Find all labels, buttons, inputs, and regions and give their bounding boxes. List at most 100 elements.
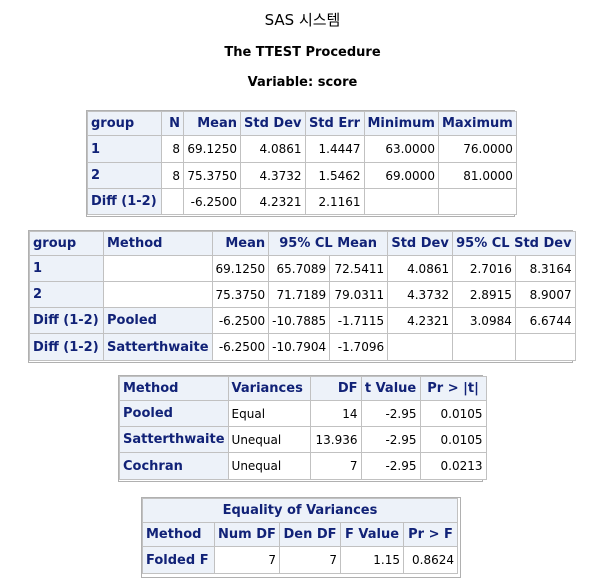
table-cell: 2.7016: [452, 255, 516, 282]
table-cell: 3.0984: [452, 307, 516, 334]
table-cell: [514, 333, 576, 361]
column-header: Pr > |t|: [419, 376, 487, 401]
table-cell: Unequal: [227, 452, 311, 480]
row-header: Diff (1-2): [29, 333, 104, 361]
column-header: Variances: [227, 376, 311, 401]
table-cell: 13.936: [309, 426, 362, 453]
page-title: SAS 시스템: [264, 11, 341, 29]
table-row: 1 69.1250 65.7089 72.5411 4.0861 2.7016 …: [29, 255, 576, 282]
column-header: 95% CL Mean: [268, 231, 389, 256]
table-cell: 6.6744: [514, 307, 576, 334]
table-cell: 72.5411: [329, 255, 389, 282]
column-header: Maximum: [437, 111, 517, 136]
table-cell: 4.3732: [387, 281, 454, 308]
table-row: Diff (1-2) -6.2500 4.2321 2.1161: [87, 188, 517, 215]
table-cell: 1.5462: [304, 162, 365, 189]
table-cell: [363, 188, 439, 215]
table-header-row: group Method Mean 95% CL Mean Std Dev 95…: [29, 231, 576, 256]
table-cell: 7: [214, 546, 280, 574]
table-cell: 4.0861: [240, 135, 306, 163]
table-cell: 63.0000: [363, 135, 439, 163]
table-row: Satterthwaite Unequal 13.936 -2.95 0.010…: [119, 426, 487, 453]
table-row: 2 75.3750 71.7189 79.0311 4.3732 2.8915 …: [29, 281, 576, 308]
table-cell: 4.0861: [387, 255, 454, 282]
table-cell: -10.7904: [268, 333, 331, 361]
table-row: 2 8 75.3750 4.3732 1.5462 69.0000 81.000…: [87, 162, 517, 189]
procedure-title: The TTEST Procedure: [224, 45, 381, 60]
table-cell: 4.2321: [387, 307, 454, 334]
column-header: Method: [142, 522, 215, 547]
row-header: Pooled: [103, 307, 213, 334]
table-cell: [437, 188, 517, 215]
table-cell: 4.2321: [240, 188, 306, 215]
column-header: Mean: [211, 231, 270, 256]
table-cell: -1.7096: [329, 333, 389, 361]
table-cell: 7: [309, 452, 362, 480]
row-header: 2: [29, 281, 104, 308]
table-cell: 69.1250: [183, 135, 241, 163]
table-cell: 2.8915: [452, 281, 516, 308]
column-header: group: [87, 111, 162, 136]
column-header: Pr > F: [403, 522, 458, 547]
column-header: 95% CL Std Dev: [452, 231, 576, 256]
row-header: Folded F: [142, 546, 215, 574]
table-cell: 2.1161: [304, 188, 365, 215]
column-header: Den DF: [279, 522, 341, 547]
table-row: Cochran Unequal 7 -2.95 0.0213: [119, 452, 487, 480]
table-cell: 71.7189: [268, 281, 331, 308]
table-cell: 14: [309, 400, 362, 427]
table-cell: 69.1250: [211, 255, 270, 282]
table-cell: -2.95: [360, 426, 421, 453]
table-cell: -6.2500: [211, 307, 270, 334]
table-header-row: Method Num DF Den DF F Value Pr > F: [142, 522, 458, 547]
table-cell: Unequal: [227, 426, 311, 453]
table-caption-row: Equality of Variances: [142, 498, 458, 523]
table-cell: 75.3750: [183, 162, 241, 189]
column-header: Method: [103, 231, 213, 256]
table-row: Diff (1-2) Satterthwaite -6.2500 -10.790…: [29, 333, 576, 361]
table-cell: 8: [161, 135, 184, 163]
variable-title: Variable: score: [247, 75, 358, 90]
table-row: 1 8 69.1250 4.0861 1.4447 63.0000 76.000…: [87, 135, 517, 163]
table-cell: [452, 333, 516, 361]
column-header: Mean: [183, 111, 241, 136]
table-cell: 4.3732: [240, 162, 306, 189]
row-header: 2: [87, 162, 162, 189]
table-cell: [387, 333, 454, 361]
column-header: Method: [119, 376, 229, 401]
column-header: group: [29, 231, 104, 256]
table-cell: 8.9007: [514, 281, 576, 308]
table-cell: 0.0213: [419, 452, 487, 480]
table-cell: 8.3164: [514, 255, 576, 282]
table-cell: 0.8624: [403, 546, 458, 574]
table-cell: 8: [161, 162, 184, 189]
table-cell: -10.7885: [268, 307, 331, 334]
table-cell: 75.3750: [211, 281, 270, 308]
table-cell: [161, 188, 184, 215]
row-header: Cochran: [119, 452, 229, 480]
table-cell: -2.95: [360, 452, 421, 480]
table-cell: 76.0000: [437, 135, 517, 163]
table-cell: 1.15: [340, 546, 404, 574]
statistics-table: group N Mean Std Dev Std Err Minimum Max…: [87, 111, 517, 215]
row-header: Diff (1-2): [87, 188, 162, 215]
column-header: Num DF: [214, 522, 280, 547]
table-caption: Equality of Variances: [142, 498, 458, 523]
ttest-table: Method Variances DF t Value Pr > |t| Poo…: [119, 376, 487, 480]
table-row: Diff (1-2) Pooled -6.2500 -10.7885 -1.71…: [29, 307, 576, 334]
column-header: DF: [309, 376, 362, 401]
confidence-limits-table: group Method Mean 95% CL Mean Std Dev 95…: [29, 231, 576, 361]
column-header: Std Dev: [387, 231, 454, 256]
table-cell: [103, 255, 213, 282]
table-cell: 81.0000: [437, 162, 517, 189]
row-header: 1: [87, 135, 162, 163]
table-cell: 69.0000: [363, 162, 439, 189]
row-header: 1: [29, 255, 104, 282]
table-cell: 1.4447: [304, 135, 365, 163]
table-cell: 65.7089: [268, 255, 331, 282]
row-header: Pooled: [119, 400, 229, 427]
table-cell: [103, 281, 213, 308]
table-cell: Equal: [227, 400, 311, 427]
row-header: Satterthwaite: [103, 333, 213, 361]
column-header: N: [161, 111, 184, 136]
